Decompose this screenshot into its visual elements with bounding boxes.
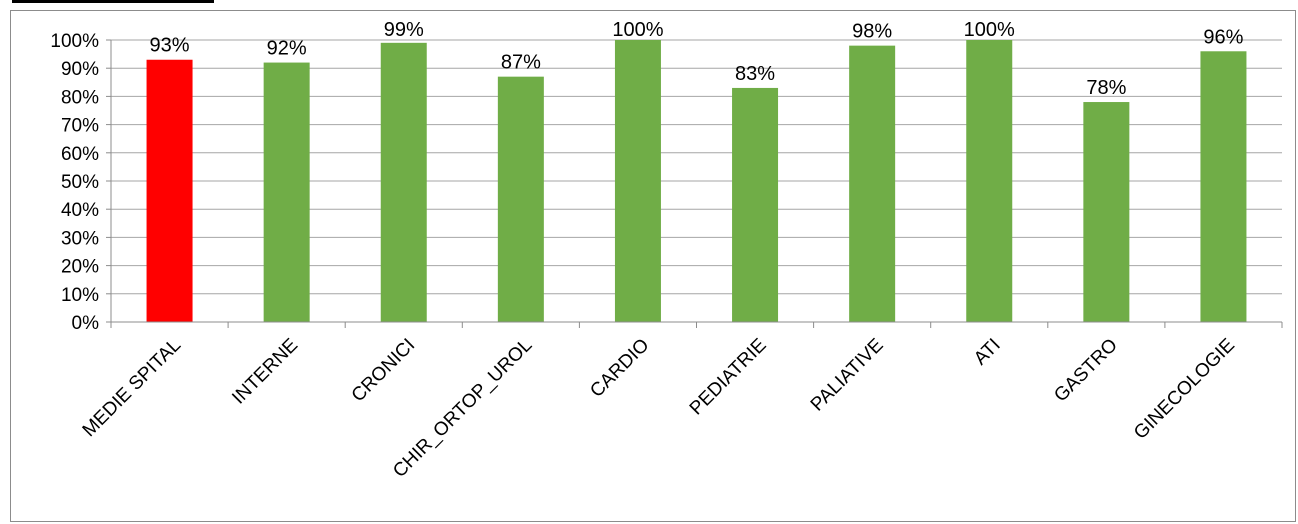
- y-tick-label: 90%: [61, 59, 99, 80]
- y-tick-label: 80%: [61, 87, 99, 108]
- bar: [614, 40, 661, 322]
- x-category-label: CRONICI: [348, 335, 420, 407]
- bar: [1083, 102, 1130, 322]
- data-label: 78%: [1086, 77, 1126, 99]
- x-category-label: PEDIATRIE: [686, 335, 771, 420]
- bar: [966, 40, 1013, 322]
- data-label: 100%: [612, 19, 663, 41]
- data-label: 92%: [267, 38, 307, 60]
- bar: [146, 59, 193, 323]
- data-label: 100%: [964, 19, 1015, 41]
- y-tick-label: 10%: [61, 285, 99, 306]
- bar: [849, 45, 896, 322]
- data-label: 98%: [852, 21, 892, 43]
- title-underline: [12, 0, 214, 3]
- x-category-label: GASTRO: [1050, 335, 1122, 407]
- bar: [380, 42, 427, 322]
- bars: [146, 40, 1247, 323]
- bar: [497, 76, 544, 322]
- data-label: 83%: [735, 63, 775, 85]
- data-labels: 93% 92% 99% 87% 100% 83% 98% 100% 78% 96%: [150, 19, 1244, 99]
- x-category-label: INTERNE: [228, 335, 302, 409]
- data-label: 96%: [1203, 26, 1243, 48]
- y-tick-label: 40%: [61, 200, 99, 221]
- y-axis-tick-labels: 0% 10% 20% 30% 40% 50% 60% 70% 80% 90% 100%: [50, 31, 99, 334]
- data-label: 99%: [384, 19, 424, 41]
- x-category-label: PALIATIVE: [807, 335, 888, 416]
- y-tick-label: 70%: [61, 116, 99, 137]
- y-tick-label: 50%: [61, 172, 99, 193]
- y-tick-label: 60%: [61, 144, 99, 165]
- y-tick-label: 20%: [61, 257, 99, 278]
- bar: [263, 62, 310, 323]
- y-tick-label: 30%: [61, 228, 99, 249]
- bar: [732, 87, 779, 322]
- y-tick-label: 100%: [50, 31, 99, 52]
- bar: [1200, 51, 1247, 322]
- data-label: 93%: [150, 35, 190, 57]
- x-axis-category-labels: MEDIE SPITAL INTERNE CRONICICHIR_ORTOP_URO…: [79, 335, 1239, 482]
- x-category-label: MEDIE SPITAL: [79, 335, 185, 441]
- data-label: 87%: [501, 52, 541, 74]
- x-category-label: GINECOLOGIE: [1130, 335, 1239, 444]
- x-category-label: CARDIO: [586, 335, 653, 402]
- y-tick-label: 0%: [72, 313, 100, 334]
- axes: [106, 39, 1283, 328]
- x-category-label: ATI: [970, 335, 1005, 370]
